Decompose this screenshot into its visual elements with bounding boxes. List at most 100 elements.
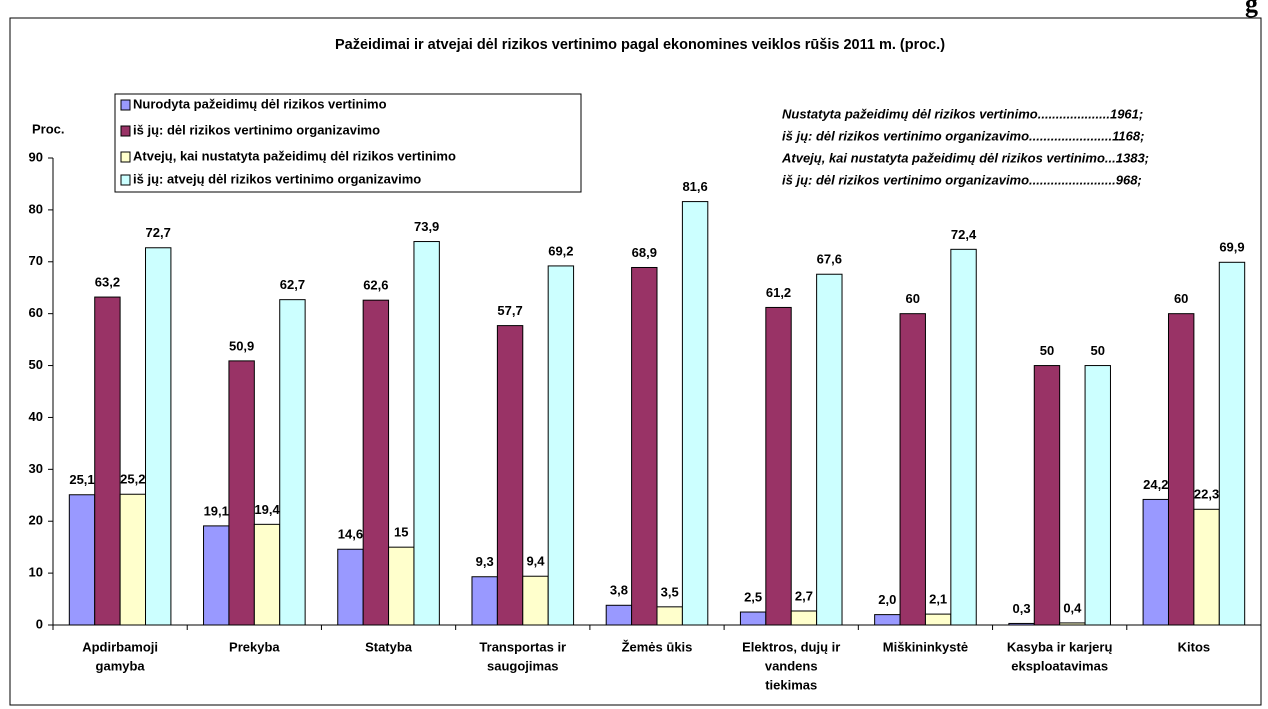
data-label: 2,1 — [929, 592, 947, 607]
data-label: 2,0 — [878, 592, 896, 607]
x-tick-label: Statyba — [365, 639, 413, 654]
x-tick-label: vandens — [765, 658, 818, 673]
x-tick-label: Elektros, dujų ir — [742, 639, 840, 654]
data-label: 72,4 — [951, 227, 977, 242]
legend-swatch — [120, 174, 131, 186]
bar — [362, 299, 390, 626]
bar — [739, 611, 767, 626]
bar — [1033, 365, 1061, 626]
legend-swatch — [120, 151, 131, 163]
data-label: 0,3 — [1013, 601, 1031, 616]
bar — [203, 525, 230, 626]
x-tick-label: Prekyba — [229, 639, 280, 654]
annotation: iš jų: dėl rizikos vertinimo organizavim… — [782, 172, 1142, 187]
bar — [547, 265, 575, 626]
legend-label: iš jų: atvejų dėl rizikos vertinimo orga… — [133, 171, 421, 186]
bar — [413, 241, 440, 626]
data-label: 22,3 — [1194, 487, 1219, 502]
legend-box — [114, 93, 582, 193]
bar — [522, 575, 549, 626]
bar — [228, 360, 255, 626]
bar — [68, 494, 96, 626]
data-label: 61,2 — [766, 285, 791, 300]
data-label: 25,1 — [69, 472, 94, 487]
data-label: 15 — [394, 525, 408, 540]
data-label: 73,9 — [414, 219, 439, 234]
legend-swatch — [120, 125, 131, 137]
header-fragment: g — [1245, 0, 1258, 18]
bar — [899, 313, 926, 626]
data-label: 63,2 — [95, 274, 120, 289]
x-tick-label: saugojimas — [487, 658, 559, 673]
bar — [790, 610, 818, 626]
y-tick-label: 50 — [29, 357, 43, 372]
data-label: 50 — [1040, 343, 1054, 358]
data-label: 14,6 — [338, 527, 363, 542]
data-label: 50,9 — [229, 338, 254, 353]
y-tick-label: 40 — [29, 409, 43, 424]
bar — [279, 299, 306, 626]
bar — [656, 606, 683, 626]
data-label: 3,8 — [610, 583, 628, 598]
data-label: 81,6 — [682, 179, 707, 194]
data-label: 25,2 — [120, 472, 145, 487]
bar — [388, 546, 415, 626]
bar — [1218, 261, 1246, 626]
data-label: 3,5 — [661, 584, 679, 599]
data-label: 19,1 — [204, 503, 229, 518]
data-label: 72,7 — [146, 225, 171, 240]
annotation: Atvejų, kai nustatyta pažeidimų dėl rizi… — [781, 150, 1149, 165]
data-label: 60 — [1174, 291, 1188, 306]
y-tick-label: 20 — [29, 513, 43, 528]
data-label: 69,2 — [548, 243, 573, 258]
data-label: 19,4 — [254, 502, 280, 517]
bar — [816, 273, 843, 626]
y-tick-label: 80 — [29, 201, 43, 216]
legend-label: Atvejų, kai nustatyta pažeidimų dėl rizi… — [133, 148, 456, 163]
data-label: 24,2 — [1143, 477, 1168, 492]
legend-label: Nurodyta pažeidimų dėl rizikos vertinimo — [133, 96, 387, 111]
bar — [496, 325, 524, 626]
x-tick-label: Kitos — [1178, 639, 1211, 654]
bar — [1059, 622, 1086, 626]
legend-label: iš jų: dėl rizikos vertinimo organizavim… — [133, 122, 380, 137]
data-label: 0,4 — [1063, 600, 1082, 615]
bar — [1084, 365, 1111, 626]
bar — [337, 548, 364, 626]
bar — [471, 576, 498, 626]
data-label: 62,6 — [363, 278, 388, 293]
annotation: Nustatyta pažeidimų dėl rizikos vertinim… — [782, 106, 1143, 121]
y-tick-label: 30 — [29, 461, 43, 476]
bar — [950, 248, 977, 626]
x-tick-label: Transportas ir — [479, 639, 566, 654]
y-axis-label: Proc. — [32, 121, 65, 136]
bar — [605, 604, 633, 626]
bar — [1142, 498, 1169, 626]
data-label: 9,3 — [476, 554, 494, 569]
data-label: 60 — [906, 291, 920, 306]
bar — [1008, 622, 1035, 626]
bar — [681, 201, 709, 626]
bar — [924, 613, 952, 626]
data-label: 50 — [1091, 343, 1105, 358]
bar — [874, 614, 901, 626]
bar — [631, 266, 658, 626]
y-tick-label: 10 — [29, 565, 43, 580]
bar — [1167, 313, 1195, 626]
data-label: 68,9 — [632, 245, 657, 260]
data-label: 9,4 — [526, 554, 545, 569]
y-tick-label: 60 — [29, 305, 43, 320]
bar — [145, 247, 172, 626]
data-label: 57,7 — [497, 303, 522, 318]
bar — [765, 306, 792, 626]
data-label: 67,6 — [817, 252, 842, 267]
bar — [119, 493, 147, 626]
y-tick-label: 90 — [29, 149, 43, 164]
x-tick-label: Miškininkystė — [883, 639, 968, 654]
annotation: iš jų: dėl rizikos vertinimo organizavim… — [782, 128, 1144, 143]
x-tick-label: Apdirbamoji — [82, 639, 158, 654]
data-label: 62,7 — [280, 277, 305, 292]
x-tick-label: tiekimas — [765, 677, 817, 692]
data-label: 2,5 — [744, 589, 762, 604]
